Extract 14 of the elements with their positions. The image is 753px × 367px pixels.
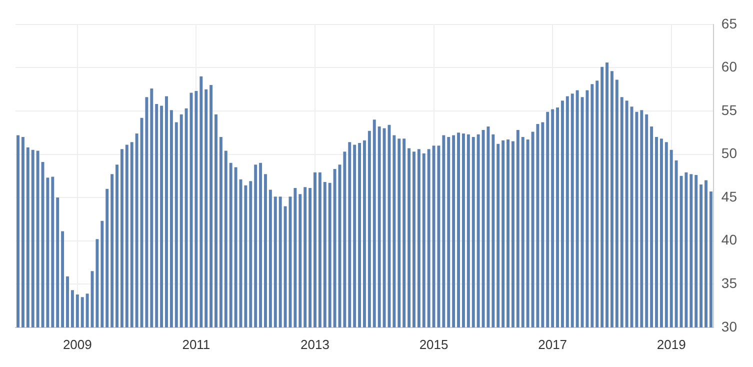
x-tick-label: 2019: [656, 336, 686, 352]
y-tick-label: 40: [721, 232, 738, 248]
x-tick-label: 2017: [538, 336, 568, 352]
y-tick-label: 35: [721, 274, 738, 291]
y-tick-label: 65: [721, 15, 738, 32]
x-tick-label: 2011: [182, 336, 210, 352]
y-tick-label: 30: [721, 318, 738, 334]
x-tick-label: 2013: [300, 336, 330, 352]
x-tick-label: 2009: [62, 336, 92, 352]
x-tick-label: 2015: [419, 336, 448, 352]
y-tick-label: 60: [721, 58, 738, 75]
y-tick-label: 55: [721, 102, 738, 118]
y-tick-label: 50: [721, 145, 738, 162]
y-tick-label: 45: [721, 188, 738, 204]
